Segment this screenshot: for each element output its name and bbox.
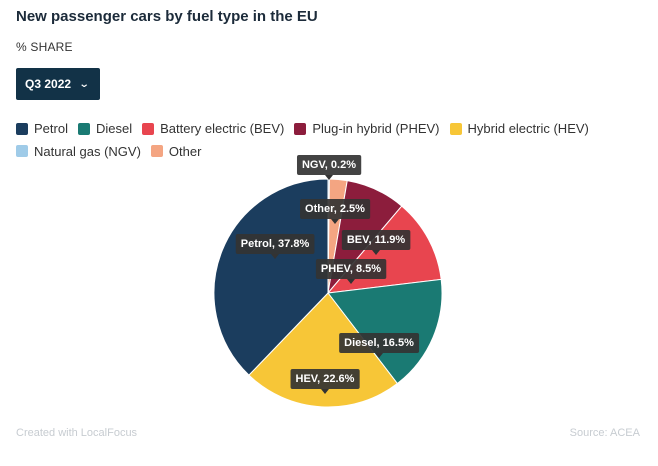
legend-swatch xyxy=(16,145,28,157)
data-label-pointer xyxy=(321,389,329,394)
data-label: Other, 2.5% xyxy=(300,199,371,224)
data-label-text: Petrol, 37.8% xyxy=(241,238,310,250)
source-note: Source: ACEA xyxy=(569,427,640,439)
chart-title: New passenger cars by fuel type in the E… xyxy=(16,8,318,25)
data-label-text: PHEV, 8.5% xyxy=(321,263,381,275)
pie-slice[interactable] xyxy=(327,278,443,385)
legend-item[interactable]: Battery electric (BEV) xyxy=(142,118,284,139)
data-label: HEV, 22.6% xyxy=(290,369,360,394)
data-label-pointer xyxy=(331,219,339,224)
data-label: PHEV, 8.5% xyxy=(315,259,387,284)
period-dropdown[interactable]: Q3 2022 ⌄ xyxy=(16,68,100,100)
data-label-pointer xyxy=(325,175,333,180)
legend-swatch xyxy=(16,122,28,135)
data-label-box xyxy=(341,230,411,250)
chart-legend: Petrol Diesel Battery electric (BEV) Plug-i… xyxy=(16,118,636,163)
data-label-text: HEV, 22.6% xyxy=(296,373,355,385)
pie-slice[interactable] xyxy=(248,292,399,408)
legend-item[interactable]: Natural gas (NGV) xyxy=(16,141,141,162)
legend-label: Diesel xyxy=(95,121,133,136)
data-label: Diesel, 16.5% xyxy=(339,333,420,358)
legend-item[interactable]: Petrol xyxy=(16,118,68,139)
data-label-box xyxy=(339,333,420,353)
legend-item[interactable]: Other xyxy=(150,141,202,162)
data-label-box xyxy=(296,155,362,175)
data-label-box xyxy=(290,369,360,389)
data-label-pointer xyxy=(347,279,355,284)
legend-swatch xyxy=(294,122,307,135)
data-label-box xyxy=(235,234,315,254)
legend-swatch xyxy=(449,122,462,135)
legend-label: Battery electric (BEV) xyxy=(160,121,285,136)
data-label-pointer xyxy=(375,353,383,358)
data-label-box xyxy=(300,199,371,219)
legend-label: Natural gas (NGV) xyxy=(34,143,141,159)
pie-labels: NGV, 0.2% Other, 2.5% PHEV, 8.5% BEV, 11.9%… xyxy=(235,155,420,394)
legend-swatch xyxy=(77,122,90,135)
legend-label: Plug-in hybrid (PHEV) xyxy=(312,121,440,136)
data-label-text: BEV, 11.9% xyxy=(347,234,406,246)
credit-link[interactable]: Created with LocalFocus xyxy=(16,427,138,439)
chevron-down-icon: ⌄ xyxy=(78,78,90,90)
legend-swatch xyxy=(142,122,155,135)
data-label: Petrol, 37.8% xyxy=(235,234,315,259)
legend-swatch xyxy=(150,145,163,157)
legend-label: Petrol xyxy=(34,121,68,136)
data-label-box xyxy=(315,259,387,279)
data-label: NGV, 0.2% xyxy=(296,155,362,180)
data-label: BEV, 11.9% xyxy=(341,230,411,255)
data-label-text: Other, 2.5% xyxy=(305,203,365,215)
data-label-text: Diesel, 16.5% xyxy=(344,337,414,349)
legend-item[interactable]: Plug-in hybrid (PHEV) xyxy=(294,118,440,139)
data-label-pointer xyxy=(271,254,279,259)
data-label-text: NGV, 0.2% xyxy=(302,159,356,171)
legend-label: Hybrid electric (HEV) xyxy=(467,121,589,136)
chart-subtitle: % SHARE xyxy=(16,40,73,54)
data-label-pointer xyxy=(372,250,380,255)
legend-label: Other xyxy=(168,143,202,159)
period-dropdown-value: Q3 2022 xyxy=(25,77,72,91)
pie-slice[interactable] xyxy=(213,178,329,376)
legend-item[interactable]: Hybrid electric (HEV) xyxy=(449,118,589,139)
legend-item[interactable]: Diesel xyxy=(77,118,133,139)
